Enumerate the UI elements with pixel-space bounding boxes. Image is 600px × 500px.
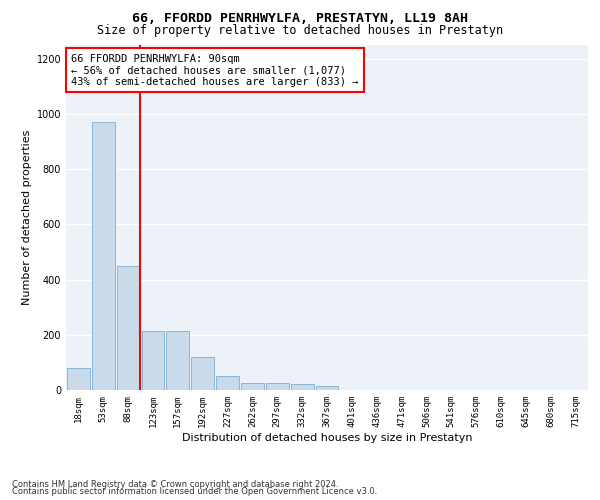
Bar [92,122,115,390]
Bar [142,330,164,390]
Bar [166,330,189,390]
Text: Contains HM Land Registry data © Crown copyright and database right 2024.: Contains HM Land Registry data © Crown c… [12,480,338,489]
Bar [216,376,239,390]
Y-axis label: Number of detached properties: Number of detached properties [22,130,32,305]
Bar [117,266,140,390]
Bar [266,383,289,390]
Text: 66 FFORDD PENRHWYLFA: 90sqm
← 56% of detached houses are smaller (1,077)
43% of : 66 FFORDD PENRHWYLFA: 90sqm ← 56% of det… [71,54,359,87]
Text: 66, FFORDD PENRHWYLFA, PRESTATYN, LL19 8AH: 66, FFORDD PENRHWYLFA, PRESTATYN, LL19 8… [132,12,468,26]
Bar [291,384,314,390]
Bar [191,357,214,390]
X-axis label: Distribution of detached houses by size in Prestatyn: Distribution of detached houses by size … [182,432,472,442]
Text: Size of property relative to detached houses in Prestatyn: Size of property relative to detached ho… [97,24,503,37]
Bar [241,383,264,390]
Text: Contains public sector information licensed under the Open Government Licence v3: Contains public sector information licen… [12,487,377,496]
Bar [316,386,338,390]
Bar [67,368,90,390]
